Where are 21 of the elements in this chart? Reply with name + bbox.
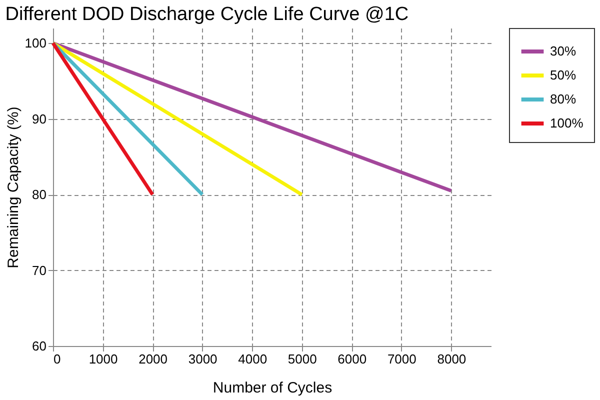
x-tick-label: 5000 <box>288 352 317 366</box>
legend-label: 50% <box>550 68 576 82</box>
y-tick-label: 90 <box>32 111 46 126</box>
legend-label: 100% <box>550 116 584 130</box>
x-tick-label: 0 <box>54 352 61 366</box>
x-tick-label: 1000 <box>88 352 118 366</box>
x-tick-label: 8000 <box>437 352 466 366</box>
x-axis-title: Number of Cycles <box>212 380 332 396</box>
x-tick-label: 6000 <box>338 352 367 366</box>
x-tick-label: 3000 <box>188 352 218 366</box>
y-tick-label: 60 <box>32 338 46 354</box>
chart-title: Different DOD Discharge Cycle Life Curve @1C <box>5 4 409 25</box>
y-tick-label: 80 <box>32 187 46 202</box>
x-tick-label: 2000 <box>138 352 168 366</box>
legend-label: 80% <box>550 92 576 106</box>
x-tick-label: 4000 <box>238 352 268 366</box>
y-axis-title: Remaining Capacity (%) <box>4 106 22 268</box>
y-tick-label: 100 <box>24 36 46 51</box>
x-tick-label: 7000 <box>387 352 416 366</box>
y-tick-label: 70 <box>32 262 46 278</box>
legend-label: 30% <box>550 44 576 58</box>
